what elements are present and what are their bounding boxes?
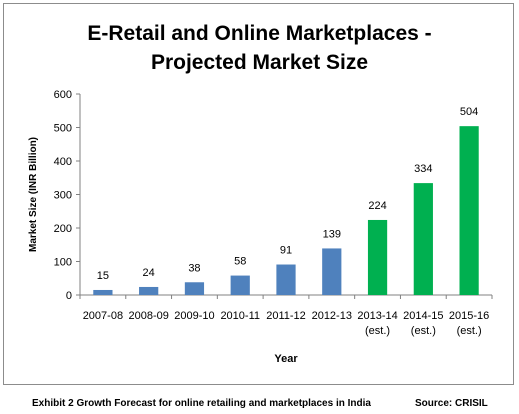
bar bbox=[93, 289, 113, 295]
source-note: Source: CRISIL bbox=[415, 398, 488, 409]
bar bbox=[413, 183, 433, 295]
x-tick-label: 2009-10 bbox=[174, 310, 214, 322]
y-tick-label: 100 bbox=[54, 257, 72, 269]
x-tick-label: 2014-15 bbox=[403, 310, 443, 322]
x-tick-label: 2008-09 bbox=[128, 310, 168, 322]
x-tick-label: 2013-14 bbox=[357, 310, 397, 322]
y-tick-label: 300 bbox=[54, 190, 72, 202]
x-tick-label: 2011-12 bbox=[266, 310, 306, 322]
x-tick-label: (est.) bbox=[457, 325, 482, 337]
bar bbox=[322, 248, 342, 295]
x-tick-label: 2010-11 bbox=[220, 310, 260, 322]
bar-value-label: 15 bbox=[97, 270, 109, 282]
chart-title-line-2: Projected Market Size bbox=[150, 51, 369, 74]
bar bbox=[367, 219, 388, 295]
bar bbox=[139, 286, 159, 295]
bar bbox=[459, 126, 479, 295]
y-tick-label: 600 bbox=[54, 89, 72, 101]
x-tick-label: 2012-13 bbox=[312, 310, 352, 322]
y-tick-label: 400 bbox=[54, 156, 72, 168]
bar-value-label: 58 bbox=[234, 256, 246, 268]
bar-value-label: 91 bbox=[280, 245, 292, 257]
bar bbox=[230, 275, 250, 295]
x-axis-title: Year bbox=[274, 353, 298, 365]
x-tick-label: (est.) bbox=[411, 325, 436, 337]
bar bbox=[184, 282, 205, 295]
x-tick-label: 2007-08 bbox=[83, 310, 123, 322]
exhibit-caption: Exhibit 2 Growth Forecast for online ret… bbox=[32, 398, 371, 409]
bar-value-label: 38 bbox=[188, 262, 200, 274]
y-tick-label: 0 bbox=[66, 290, 72, 302]
x-tick-label: 2015-16 bbox=[449, 310, 489, 322]
bar-value-label: 224 bbox=[368, 200, 386, 212]
y-tick-label: 200 bbox=[54, 223, 72, 235]
chart-title-line-1: E-Retail and Online Marketplaces - bbox=[87, 22, 432, 45]
bar-value-label: 24 bbox=[143, 267, 155, 279]
y-tick-label: 500 bbox=[54, 123, 72, 135]
bar bbox=[276, 264, 296, 295]
bar-value-label: 504 bbox=[460, 106, 478, 118]
bar-value-label: 139 bbox=[323, 228, 341, 240]
bar-value-label: 334 bbox=[414, 163, 432, 175]
y-axis-title: Market Size (INR Billion) bbox=[28, 137, 39, 252]
x-tick-label: (est.) bbox=[365, 325, 390, 337]
